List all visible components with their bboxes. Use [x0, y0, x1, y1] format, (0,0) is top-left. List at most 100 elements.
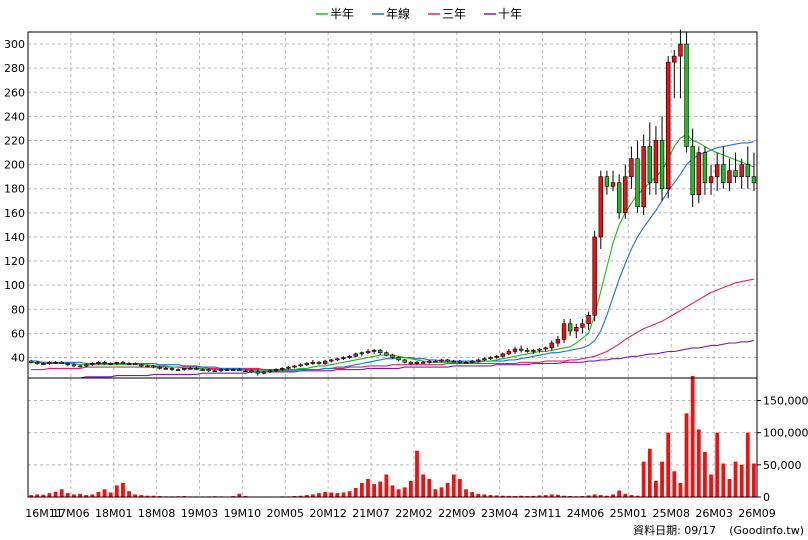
volume-tick-label: 50,000 — [763, 459, 802, 472]
volume-bar — [666, 432, 671, 497]
volume-bar — [439, 487, 444, 497]
candle-body — [555, 339, 561, 344]
x-tick-label: 17M06 — [52, 507, 90, 520]
candle-body — [353, 353, 358, 357]
volume-bar — [72, 494, 76, 497]
volume-bar — [482, 494, 487, 497]
candle-body — [390, 354, 395, 358]
candle-body — [549, 342, 554, 349]
candle-body — [175, 369, 181, 371]
volume-bar — [537, 495, 542, 497]
candle-body — [641, 146, 646, 208]
volume-bar — [415, 450, 419, 497]
candle-body — [371, 349, 377, 352]
volume-bar — [341, 492, 346, 497]
candle-body — [665, 61, 671, 190]
volume-bar — [549, 494, 554, 497]
candle-body — [451, 360, 456, 363]
legend-label: 十年 — [498, 7, 522, 21]
volume-bar — [298, 495, 303, 497]
price-panel-frame — [27, 31, 758, 379]
volume-bar — [451, 474, 456, 497]
volume-bar — [660, 461, 664, 497]
candle-body — [561, 323, 567, 340]
x-tick-label: 21M07 — [352, 507, 390, 520]
candle-body — [616, 182, 622, 214]
x-tick-label: 16M11 — [25, 507, 63, 520]
volume-bar — [519, 495, 524, 497]
volume-bar — [500, 495, 505, 497]
volume-panel-frame — [27, 377, 758, 498]
volume-bar — [145, 495, 150, 497]
volume-bar — [635, 495, 640, 497]
volume-bar — [445, 482, 450, 497]
candle-body — [476, 359, 481, 362]
candle-body — [439, 359, 444, 362]
volume-bar — [647, 448, 652, 497]
candle-body — [286, 366, 291, 369]
candle-body — [83, 364, 89, 367]
candle-body — [267, 370, 273, 373]
candle-body — [433, 360, 438, 363]
candle-body — [463, 362, 469, 364]
volume-bar — [531, 495, 536, 497]
candle-body — [359, 352, 365, 355]
candle-body — [678, 43, 683, 57]
candle-body — [610, 182, 616, 187]
ma-10year-line — [31, 340, 755, 379]
volume-bar — [84, 495, 89, 497]
volume-bar — [408, 480, 413, 497]
x-tick-label: 25M08 — [652, 507, 690, 520]
footer-date: 資料日期: 09/17 — [633, 523, 716, 537]
volume-bar — [78, 493, 82, 497]
candle-body — [702, 152, 708, 183]
candle-body — [304, 363, 309, 366]
candle-body — [739, 164, 744, 177]
candle-body — [341, 357, 346, 360]
candle-body — [365, 351, 371, 353]
candle-body — [567, 323, 573, 332]
volume-bar — [562, 495, 566, 497]
volume-bar — [59, 489, 64, 497]
volume-bar — [151, 495, 156, 497]
volume-bar — [494, 495, 499, 497]
volume-bar — [366, 478, 370, 497]
candle-body — [733, 170, 738, 177]
volume-bar — [696, 429, 701, 497]
candle-body — [139, 364, 144, 367]
candle-body — [488, 357, 493, 360]
candle-body — [647, 146, 652, 183]
volume-bar — [384, 474, 389, 497]
volume-bar — [29, 495, 33, 497]
candle-body — [316, 362, 322, 364]
candle-body — [261, 371, 267, 374]
volume-bar — [359, 482, 364, 497]
candle-body — [653, 140, 659, 183]
candle-body — [224, 369, 230, 371]
price-tick-label: 140 — [4, 231, 25, 244]
candle-body — [182, 368, 187, 370]
x-tick-label: 19M03 — [181, 507, 219, 520]
candle-body — [672, 55, 677, 63]
volume-bar — [678, 482, 683, 497]
volume-bar — [96, 491, 101, 497]
candle-body — [200, 369, 205, 371]
candle-body — [598, 176, 603, 238]
price-tick-label: 160 — [4, 207, 25, 220]
x-tick-label: 24M06 — [567, 507, 605, 520]
volume-bar — [586, 495, 591, 497]
candle-body — [188, 368, 193, 370]
x-tick-label: 19M10 — [224, 507, 262, 520]
candle-body — [34, 362, 40, 364]
volume-bar — [102, 489, 107, 497]
candle-body — [500, 353, 505, 357]
volume-bar — [684, 413, 689, 497]
volume-bar — [114, 485, 119, 497]
volume-bar — [543, 495, 548, 497]
volume-bar — [476, 493, 481, 497]
volume-bar — [121, 482, 125, 497]
candle-body — [65, 363, 71, 366]
volume-bar — [353, 487, 358, 497]
price-tick-label: 300 — [4, 38, 25, 51]
candle-body — [690, 146, 695, 196]
